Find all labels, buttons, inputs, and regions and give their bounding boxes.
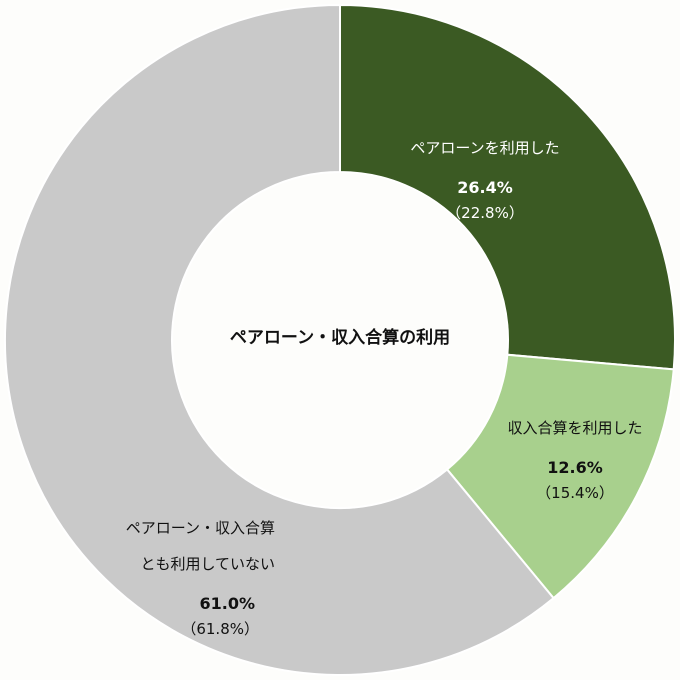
slice-label-2-line-1: 収入合算を利用した	[507, 419, 642, 437]
slice-label-1-line-1: ペアローンを利用した	[410, 139, 559, 157]
slice-previous-1: （22.8%）	[446, 204, 524, 222]
slice-label-3-line-2: とも利用していない	[140, 555, 275, 573]
labels-group: ペアローンを利用した 26.4% （22.8%） 収入合算を利用した 12.6% （15.…	[126, 139, 643, 638]
donut-slice-1	[339, 3, 676, 371]
slice-label-3-line-1: ペアローン・収入合算	[126, 519, 275, 537]
slices-group	[4, 3, 676, 676]
slice-previous-2: （15.4%）	[536, 484, 614, 502]
donut-slice-3	[4, 3, 555, 676]
center-label: ペアローン・収入合算の利用	[230, 327, 450, 348]
slice-value-2: 12.6%	[547, 458, 603, 477]
slice-previous-3: （61.8%）	[181, 620, 259, 638]
slice-value-1: 26.4%	[457, 178, 513, 197]
slice-value-3: 61.0%	[199, 594, 255, 613]
